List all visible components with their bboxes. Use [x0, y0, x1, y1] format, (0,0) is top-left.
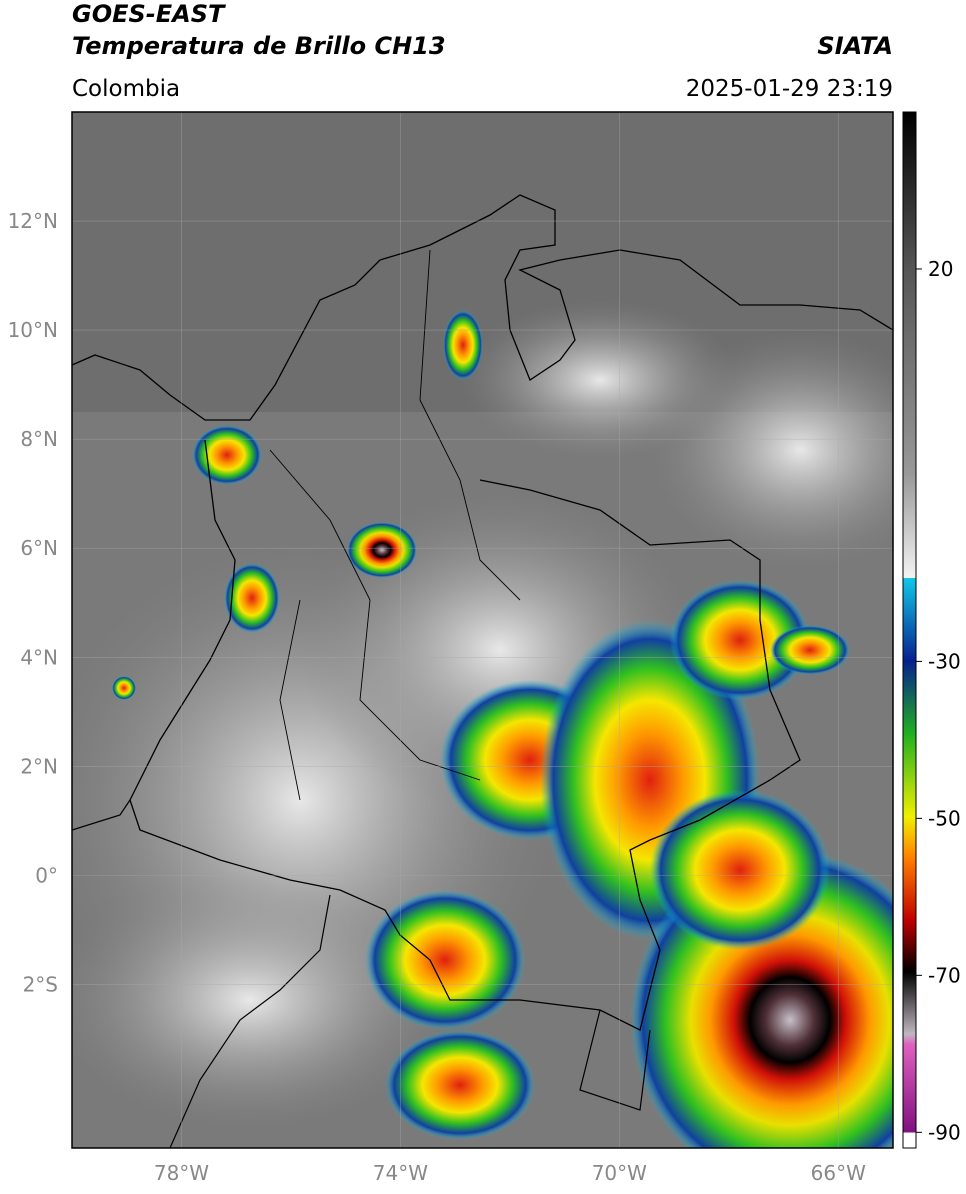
region: Colombia [72, 76, 180, 102]
colorbar-label: -50 [928, 806, 961, 830]
colorbar-label: -30 [928, 649, 961, 673]
datetime: 2025-01-29 23:19 [686, 76, 893, 102]
lat-label: 8°N [20, 427, 58, 451]
colorbar-label: 20 [928, 257, 953, 281]
lat-label: 2°N [20, 754, 58, 778]
lon-label: 78°W [154, 1161, 209, 1185]
lon-label: 66°W [811, 1161, 866, 1185]
source: SIATA [817, 32, 893, 60]
lon-label: 70°W [592, 1161, 647, 1185]
lat-label: 4°N [20, 645, 58, 669]
colorbar-label: -90 [928, 1120, 961, 1144]
colorbar-label: -70 [928, 963, 961, 987]
lat-label: 0° [35, 863, 58, 887]
lat-label: 6°N [20, 536, 58, 560]
satellite-image [72, 112, 893, 1148]
product: Temperatura de Brillo CH13 [72, 32, 446, 60]
lat-label: 12°N [8, 209, 58, 233]
lat-label: 2°S [23, 972, 58, 996]
satellite: GOES-EAST [72, 0, 226, 28]
map-frame [71, 111, 894, 1149]
lat-label: 10°N [8, 318, 58, 342]
lon-label: 74°W [373, 1161, 428, 1185]
colorbar [902, 111, 917, 1149]
